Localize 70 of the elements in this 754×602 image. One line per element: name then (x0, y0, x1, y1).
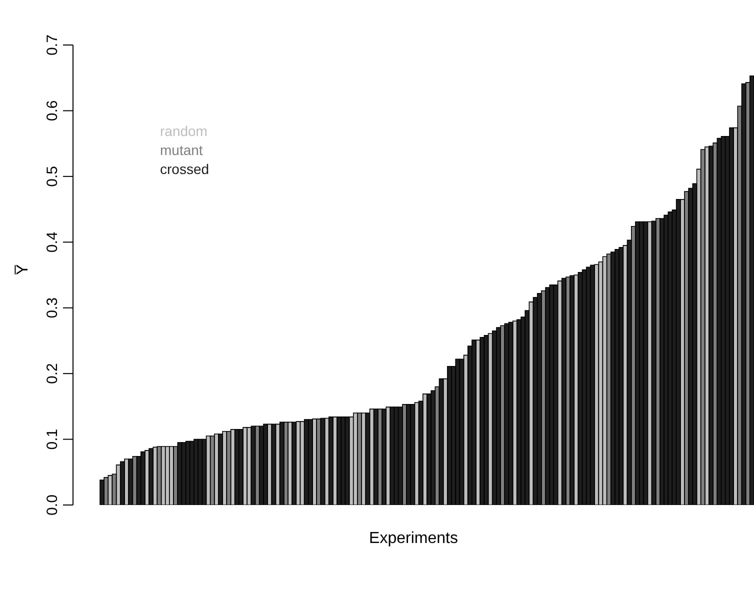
bar (553, 284, 558, 505)
bar (198, 438, 202, 505)
bar (549, 284, 554, 505)
bar (226, 431, 232, 505)
bar (472, 340, 476, 505)
bar (618, 247, 624, 505)
bar (218, 434, 223, 505)
bar (344, 416, 350, 505)
bar (676, 199, 681, 505)
bar (496, 327, 501, 505)
y-tick-label: 0.0 (44, 494, 61, 516)
bar (140, 451, 146, 505)
bar (316, 418, 322, 505)
bar (688, 188, 693, 505)
bar (459, 358, 464, 505)
bar (750, 75, 754, 505)
y-axis-title: Y̅ (14, 264, 32, 275)
bar (430, 390, 436, 505)
bar (664, 214, 668, 505)
y-tick-label: 0.1 (44, 428, 61, 450)
bar (406, 404, 411, 505)
bar (508, 322, 514, 505)
bar (120, 461, 125, 505)
x-axis-title: Experiments (369, 530, 458, 547)
bar (328, 416, 334, 505)
bar (271, 424, 276, 505)
bar (336, 416, 342, 505)
bar (590, 264, 595, 505)
bar (700, 149, 706, 505)
bar (292, 422, 297, 505)
bar (480, 337, 485, 505)
bar (410, 404, 416, 505)
bar (708, 146, 714, 505)
bar (128, 458, 134, 505)
bar (202, 438, 207, 505)
bar (263, 424, 268, 505)
bar (238, 429, 244, 505)
bar (536, 293, 542, 505)
bar (148, 448, 154, 505)
bar (651, 220, 656, 505)
bar (173, 446, 178, 505)
text: crossed (160, 160, 210, 179)
bar (279, 422, 284, 505)
bar (484, 335, 489, 505)
bar (365, 412, 370, 505)
y-tick-label: 0.5 (44, 166, 61, 187)
bar (643, 221, 648, 505)
bar (729, 127, 734, 505)
y-tick-label: 0.3 (44, 297, 61, 318)
y-tick-label: 0.2 (44, 363, 61, 384)
y-tick-label: 0.6 (44, 100, 61, 122)
bar (100, 480, 104, 505)
bar (357, 412, 362, 505)
text: mutant (160, 141, 204, 160)
bar (373, 408, 378, 505)
bar (455, 358, 460, 505)
bar (398, 406, 403, 505)
bar (438, 378, 444, 505)
bar (156, 446, 162, 505)
bar (308, 419, 313, 505)
bar (741, 83, 746, 505)
bar (250, 426, 256, 505)
bar (570, 275, 574, 505)
y-tick-label: 0.7 (44, 34, 61, 56)
y-tick-label: 0.4 (44, 232, 61, 253)
bar (320, 418, 326, 505)
bar (210, 436, 215, 505)
bar (561, 278, 566, 505)
text: random (160, 122, 208, 141)
bar (382, 408, 386, 505)
